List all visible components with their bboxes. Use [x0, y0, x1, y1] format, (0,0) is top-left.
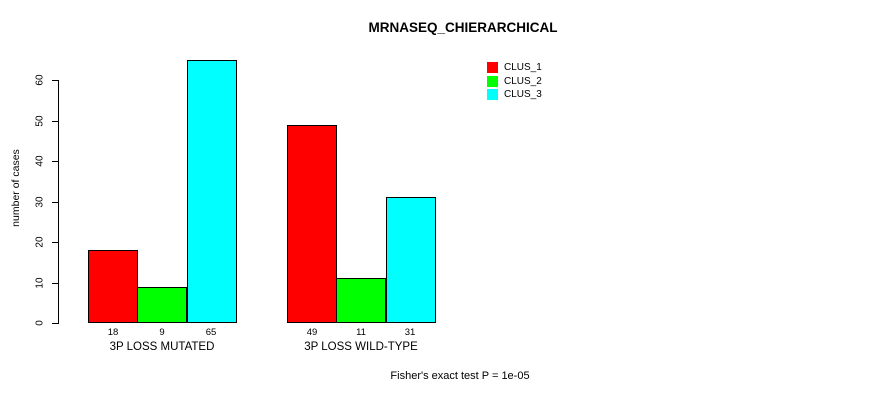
y-tick-mark	[52, 121, 58, 122]
legend-item: CLUS_3	[487, 88, 542, 102]
y-axis-line	[58, 80, 59, 324]
category-label: 3P LOSS MUTATED	[109, 341, 215, 353]
bar-clus_1-1	[88, 250, 138, 323]
y-tick-label: 40	[34, 155, 46, 167]
bar-value-label: 49	[306, 327, 318, 338]
y-tick-label: 50	[34, 115, 46, 127]
legend-item: CLUS_1	[487, 61, 542, 75]
chart-title: MRNASEQ_CHIERARCHICAL	[368, 20, 558, 35]
bar-clus_3-2	[386, 197, 436, 323]
bar-clus_3-1	[187, 60, 237, 323]
legend-item: CLUS_2	[487, 75, 542, 89]
bar-value-label: 18	[107, 327, 119, 338]
y-axis-label: number of cases	[10, 149, 22, 227]
category-label: 3P LOSS WILD-TYPE	[304, 341, 418, 353]
legend-swatch-clus_2	[487, 75, 498, 87]
legend: CLUS_1 CLUS_2 CLUS_3	[487, 61, 542, 102]
y-tick-label: 30	[34, 196, 46, 208]
y-tick-mark	[52, 242, 58, 243]
y-tick-mark	[52, 202, 58, 203]
bar-value-label: 9	[159, 327, 165, 338]
footer-annotation: Fisher's exact test P = 1e-05	[390, 370, 530, 382]
legend-label: CLUS_1	[504, 62, 542, 74]
y-tick-label: 0	[34, 320, 46, 326]
legend-label: CLUS_3	[504, 89, 542, 101]
legend-label: CLUS_2	[504, 75, 542, 87]
legend-swatch-clus_1	[487, 62, 498, 74]
y-tick-label: 10	[34, 277, 46, 289]
y-tick-mark	[52, 80, 58, 81]
legend-swatch-clus_3	[487, 89, 498, 101]
bar-clus_1-2	[287, 125, 337, 323]
bar-value-label: 65	[205, 327, 217, 338]
bar-clus_2-2	[336, 278, 386, 323]
y-tick-mark	[52, 161, 58, 162]
y-tick-mark	[52, 283, 58, 284]
y-tick-label: 60	[34, 74, 46, 86]
bar-value-label: 11	[356, 327, 366, 338]
y-tick-mark	[52, 323, 58, 324]
bar-clus_2-1	[137, 287, 187, 323]
bar-value-label: 31	[404, 327, 416, 338]
y-tick-label: 20	[34, 236, 46, 248]
